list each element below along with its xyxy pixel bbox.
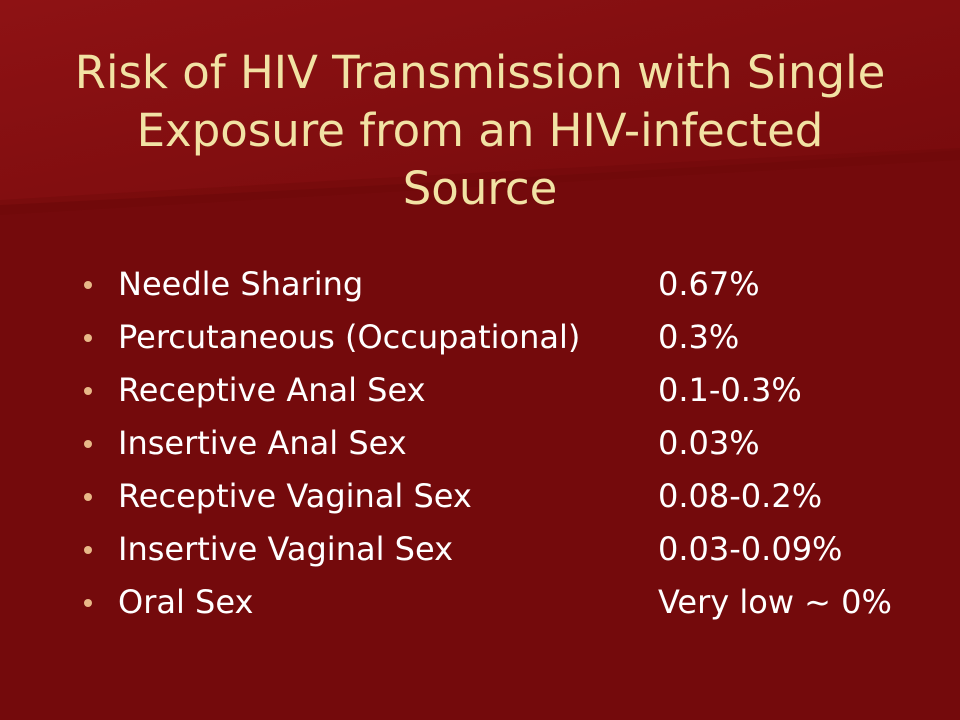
bullet-icon [84, 440, 92, 448]
bullet-icon [84, 599, 92, 607]
item-label: Insertive Vaginal Sex [118, 530, 454, 568]
bullet-icon [84, 334, 92, 342]
item-label: Receptive Vaginal Sex [118, 477, 472, 515]
list-item: Percutaneous (Occupational) 0.3% [80, 311, 940, 364]
item-value: 0.67% [658, 265, 760, 303]
list-item: Oral Sex Very low ~ 0% [80, 576, 940, 629]
item-value: 0.3% [658, 318, 740, 356]
list-item: Insertive Anal Sex 0.03% [80, 417, 940, 470]
bullet-icon [84, 493, 92, 501]
list-item: Insertive Vaginal Sex 0.03-0.09% [80, 523, 940, 576]
item-value: 0.03-0.09% [658, 530, 843, 568]
list-item: Receptive Vaginal Sex 0.08-0.2% [80, 470, 940, 523]
list-item: Receptive Anal Sex 0.1-0.3% [80, 364, 940, 417]
item-label: Receptive Anal Sex [118, 371, 426, 409]
item-value: 0.03% [658, 424, 760, 462]
item-label: Oral Sex [118, 583, 254, 621]
item-value: Very low ~ 0% [658, 583, 892, 621]
risk-list: Needle Sharing 0.67% Percutaneous (Occup… [80, 258, 940, 629]
list-item: Needle Sharing 0.67% [80, 258, 940, 311]
bullet-icon [84, 387, 92, 395]
item-label: Percutaneous (Occupational) [118, 318, 581, 356]
item-label: Insertive Anal Sex [118, 424, 407, 462]
item-value: 0.1-0.3% [658, 371, 802, 409]
item-value: 0.08-0.2% [658, 477, 823, 515]
bullet-icon [84, 281, 92, 289]
item-label: Needle Sharing [118, 265, 364, 303]
bullet-icon [84, 546, 92, 554]
slide-title: Risk of HIV Transmission with Single Exp… [74, 46, 886, 215]
